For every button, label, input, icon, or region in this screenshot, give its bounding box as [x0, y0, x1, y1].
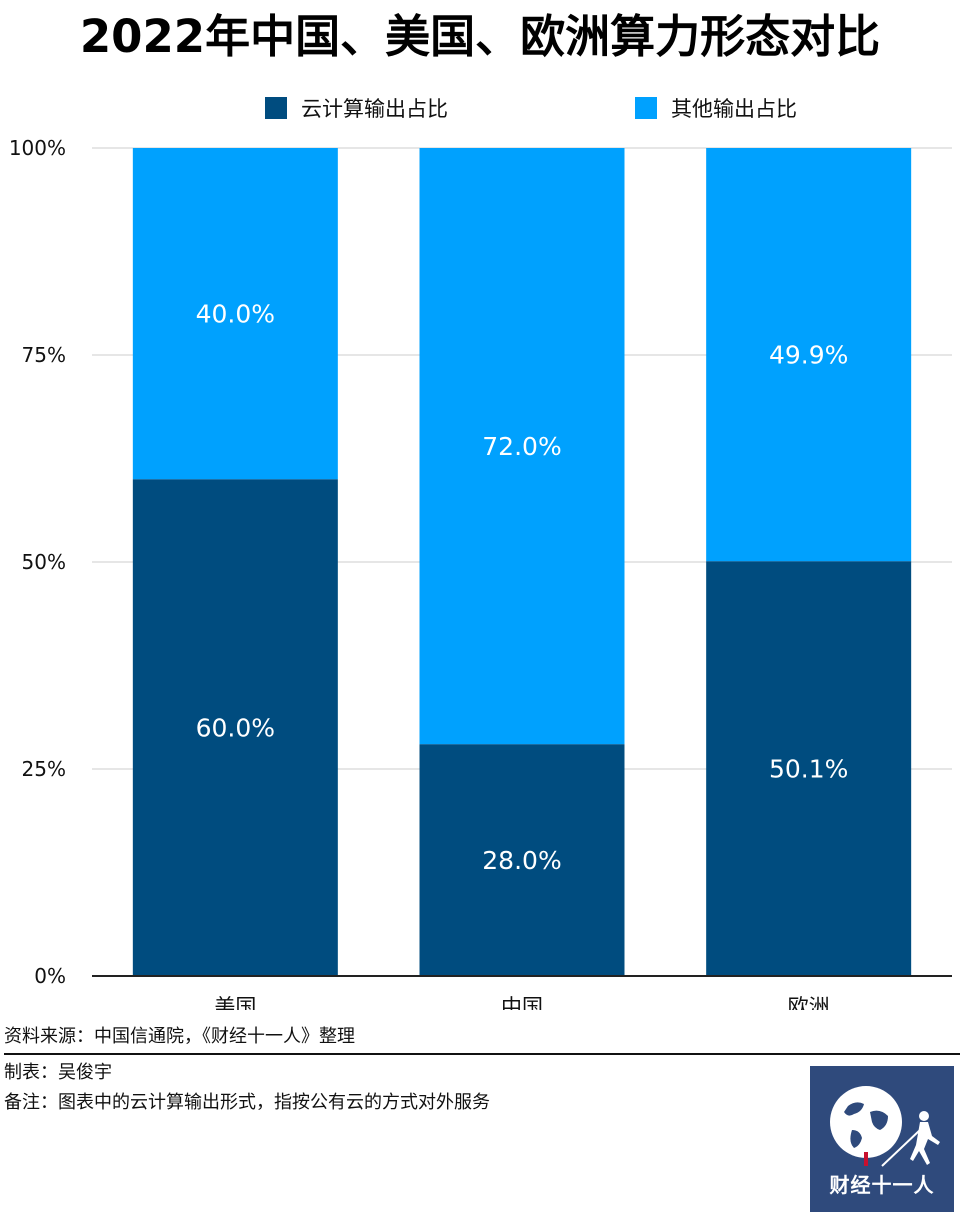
data-label-1-2: 49.9%	[769, 341, 848, 370]
remark-note: 备注：图表中的云计算输出形式，指按公有云的方式对外服务	[4, 1092, 490, 1113]
legend-swatch-cloud	[265, 97, 287, 119]
y-tick-label-75: 75%	[22, 343, 66, 367]
chart-legend: 云计算输出占比 其他输出占比	[0, 92, 960, 124]
y-tick-label-25: 25%	[22, 757, 66, 781]
x-tick-label-2: 欧洲	[788, 995, 830, 1010]
legend-item-other: 其他输出占比	[635, 92, 797, 124]
bar-0-0	[132, 479, 338, 976]
legend-label-other: 其他输出占比	[671, 97, 797, 121]
stacked-bar-chart: 0% 25% 50% 75% 100% 60.0% 40.0% 美国 28.0% 72.0% 中国 5…	[9, 136, 952, 1010]
legend-item-cloud: 云计算输出占比	[265, 92, 448, 124]
x-tick-label-0: 美国	[214, 995, 256, 1010]
logo-accent	[864, 1152, 868, 1166]
bar-1-1	[419, 148, 625, 745]
data-label-1-1: 72.0%	[482, 432, 561, 461]
fencer-icon	[881, 1111, 940, 1167]
bar-0-2	[706, 561, 912, 976]
data-label-0-1: 28.0%	[482, 846, 561, 875]
bar-1-0	[132, 148, 338, 480]
source-note: 资料来源：中国信通院，《财经十一人》整理	[4, 1026, 355, 1047]
y-tick-label-0: 0%	[34, 964, 66, 988]
data-label-1-0: 40.0%	[196, 300, 275, 329]
notes-divider	[4, 1053, 960, 1055]
brand-logo: 财经十一人	[810, 1066, 954, 1212]
maker-note: 制表：吴俊宇	[4, 1062, 112, 1083]
chart-notes: 资料来源：中国信通院，《财经十一人》整理 制表：吴俊宇 备注：图表中的云计算输出…	[4, 1022, 960, 1113]
x-tick-label-1: 中国	[501, 995, 543, 1010]
globe-icon	[830, 1086, 902, 1158]
y-tick-label-100: 100%	[9, 136, 66, 160]
bar-0-1	[419, 744, 625, 976]
data-label-0-0: 60.0%	[196, 714, 275, 743]
bar-1-2	[706, 148, 912, 562]
y-tick-label-50: 50%	[22, 550, 66, 574]
chart-title: 2022年中国、美国、欧洲算力形态对比	[79, 10, 881, 63]
logo-text: 财经十一人	[829, 1173, 935, 1197]
legend-swatch-other	[635, 97, 657, 119]
data-label-0-2: 50.1%	[769, 755, 848, 784]
legend-label-cloud: 云计算输出占比	[301, 97, 448, 121]
